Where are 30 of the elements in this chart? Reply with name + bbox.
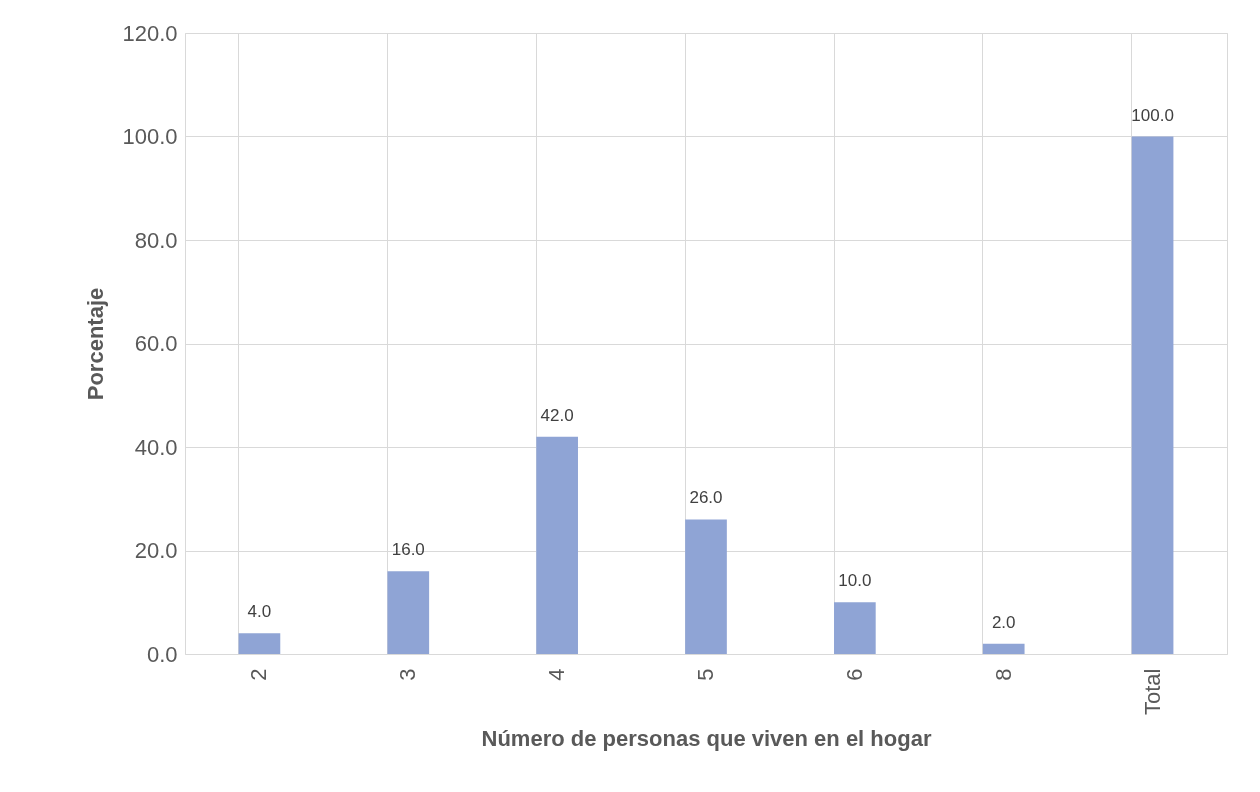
bar (834, 602, 876, 654)
x-tick-label: 8 (990, 668, 1016, 681)
data-label: 16.0 (391, 540, 425, 560)
data-label: 42.0 (540, 405, 574, 425)
x-tick-label: 2 (246, 668, 272, 681)
bar (387, 571, 430, 654)
data-label: 100.0 (1131, 105, 1174, 125)
bar (536, 436, 578, 654)
data-label: 2.0 (991, 612, 1016, 632)
y-axis-title: Porcentaje (83, 287, 109, 401)
y-tick-label: 80.0 (134, 227, 178, 253)
data-label: 26.0 (689, 488, 723, 508)
y-tick-label: 100.0 (122, 124, 178, 149)
x-tick-label: 4 (544, 668, 570, 681)
y-tick-label: 60.0 (134, 331, 178, 356)
y-tick-label: 40.0 (134, 434, 178, 460)
data-label: 10.0 (838, 571, 872, 591)
x-tick-label: Total (1139, 668, 1165, 715)
bar (1131, 136, 1174, 654)
x-tick-label: 5 (693, 668, 718, 681)
x-axis-title: Número de personas que viven en el hogar (481, 725, 932, 751)
y-tick-label: 0.0 (146, 641, 178, 667)
x-tick-label: 3 (395, 668, 421, 681)
y-tick-label: 20.0 (134, 538, 178, 563)
bar (685, 519, 727, 654)
bar (238, 633, 281, 654)
y-tick-label: 120.0 (122, 20, 178, 46)
bar (982, 643, 1025, 654)
data-label: 4.0 (247, 602, 272, 622)
x-tick-label: 6 (841, 668, 867, 681)
